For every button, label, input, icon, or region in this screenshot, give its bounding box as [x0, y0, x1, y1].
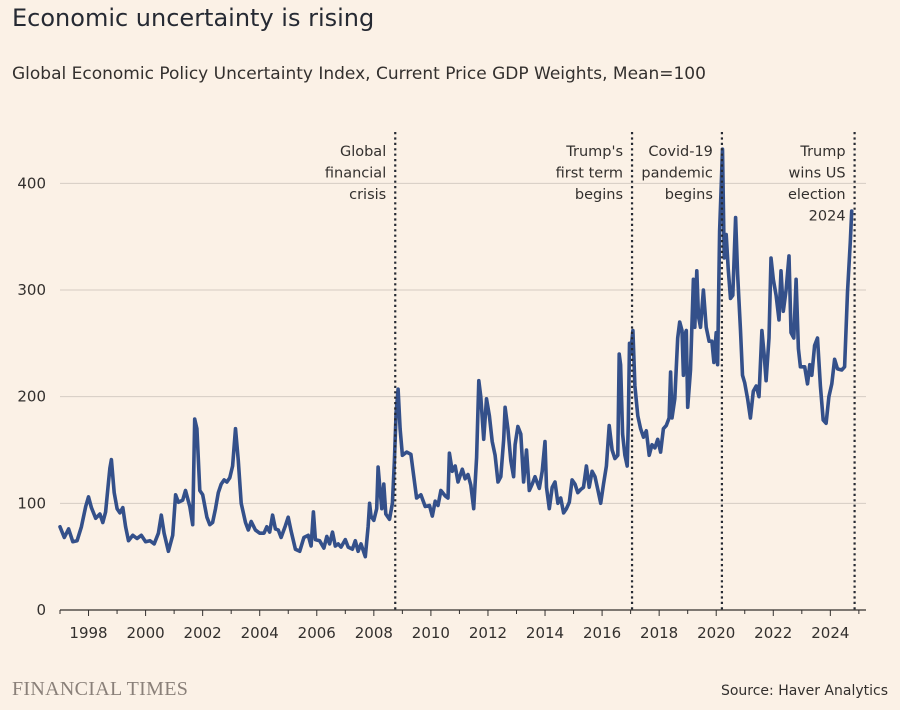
x-tick-label-2024: 2024 [811, 624, 849, 642]
x-tick-label-1998: 1998 [69, 624, 107, 642]
event-annotations: Global financial crisis Trump's first term be… [325, 132, 856, 610]
annotation-label-3-line-0: Trump [799, 144, 845, 160]
x-tick-label-2014: 2014 [526, 624, 564, 642]
annotation-label-1-line-1: first term [556, 166, 623, 182]
y-tick-label-400: 400 [17, 174, 46, 192]
x-tick-label-2004: 2004 [241, 624, 279, 642]
y-tick-label-200: 200 [17, 388, 46, 406]
chart-title: Economic uncertainty is rising [12, 4, 375, 32]
annotation-label-0-line-1: financial [325, 166, 386, 182]
series-layer [58, 147, 854, 559]
y-tick-label-100: 100 [17, 494, 46, 512]
y-tick-label-300: 300 [17, 281, 46, 299]
x-tick-label-2002: 2002 [184, 624, 222, 642]
annotation-label-2-line-2: begins [665, 187, 713, 203]
x-tick-label-2022: 2022 [754, 624, 792, 642]
annotation-label-1-line-2: begins [575, 187, 623, 203]
annotation-label-0-line-0: Global [340, 144, 386, 160]
y-tick-label-0: 0 [36, 601, 46, 619]
x-tick-label-2008: 2008 [355, 624, 393, 642]
annotation-label-3-line-3: 2024 [809, 209, 846, 225]
x-tick-label-2000: 2000 [126, 624, 164, 642]
annotation-label-3-line-1: wins US [789, 166, 846, 182]
x-tick-label-2020: 2020 [697, 624, 735, 642]
series-line-0 [58, 147, 854, 559]
source-note: Source: Haver Analytics [720, 683, 888, 699]
annotation-label-2-line-0: Covid-19 [648, 144, 713, 160]
annotation-label-1-line-0: Trump's [565, 144, 623, 160]
x-tick-label-2010: 2010 [412, 624, 450, 642]
gridlines [60, 182, 866, 611]
y-axis-tick-labels: 0 100 200 300 400 [17, 174, 46, 619]
publisher-logo: FINANCIAL TIMES [12, 678, 189, 700]
x-axis: 1998 2000 2002 2004 2006 2008 2010 2012 2014 2016… [59, 610, 860, 642]
chart-subtitle: Global Economic Policy Uncertainty Index… [12, 64, 706, 84]
x-tick-label-2018: 2018 [640, 624, 678, 642]
annotation-label-3-line-2: election [788, 187, 846, 203]
annotation-label-0-line-2: crisis [349, 187, 386, 203]
x-tick-label-2006: 2006 [298, 624, 336, 642]
x-tick-label-2016: 2016 [583, 624, 621, 642]
x-tick-label-2012: 2012 [469, 624, 507, 642]
annotation-label-2-line-1: pandemic [641, 166, 713, 182]
